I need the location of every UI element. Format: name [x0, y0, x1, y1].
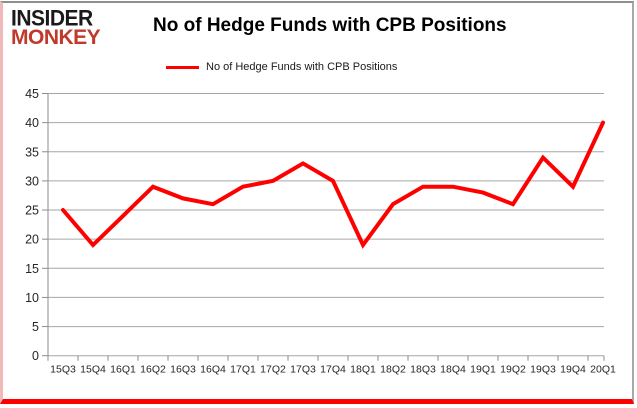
x-tick-label: 18Q2 [380, 364, 406, 376]
y-tick-label: 15 [25, 262, 39, 276]
x-tick-label: 16Q4 [200, 364, 226, 376]
y-tick-label: 35 [25, 145, 39, 159]
chart-title: No of Hedge Funds with CPB Positions [153, 15, 507, 36]
x-tick-label: 17Q3 [290, 364, 316, 376]
legend-line-swatch [166, 65, 199, 69]
x-tick-label: 19Q4 [560, 364, 586, 376]
x-tick-label: 17Q2 [260, 364, 286, 376]
x-tick-label: 16Q2 [140, 364, 166, 376]
x-tick-label: 19Q2 [500, 364, 526, 376]
y-tick-label: 5 [32, 320, 39, 334]
line-chart-plot: 0 5 10 15 20 25 30 35 40 45 15Q3 15Q4 16Q1 16Q2 16Q3 16… [25, 87, 616, 376]
logo-line-monkey: MONKEY [11, 26, 101, 50]
y-tick-label: 45 [25, 87, 39, 101]
x-tick-label: 19Q3 [530, 364, 556, 376]
data-series-line [61, 120, 605, 249]
x-tick-label: 18Q1 [350, 364, 376, 376]
x-tick-label: 19Q1 [470, 364, 496, 376]
y-tick-label: 0 [32, 349, 39, 363]
y-tick-label: 40 [25, 116, 39, 130]
x-tick-label: 17Q4 [320, 364, 346, 376]
x-tick-label: 15Q3 [50, 364, 76, 376]
x-tick-label: 15Q4 [80, 364, 106, 376]
y-tick-label: 25 [25, 204, 39, 218]
chart-legend: No of Hedge Funds with CPB Positions [166, 61, 397, 73]
x-tick-label: 16Q1 [110, 364, 136, 376]
logo-line-insider: INSIDER [11, 6, 93, 31]
y-tick-label: 20 [25, 233, 39, 247]
x-tick-label: 16Q3 [170, 364, 196, 376]
insider-monkey-logo: INSIDER MONKEY [11, 6, 101, 50]
x-tick-label: 17Q1 [230, 364, 256, 376]
y-tick-label: 30 [25, 174, 39, 188]
legend-label: No of Hedge Funds with CPB Positions [206, 61, 398, 73]
x-tick-label: 18Q3 [410, 364, 436, 376]
y-tick-label: 10 [25, 291, 39, 305]
x-tick-label: 20Q1 [590, 364, 616, 376]
x-tick-label: 18Q4 [440, 364, 466, 376]
